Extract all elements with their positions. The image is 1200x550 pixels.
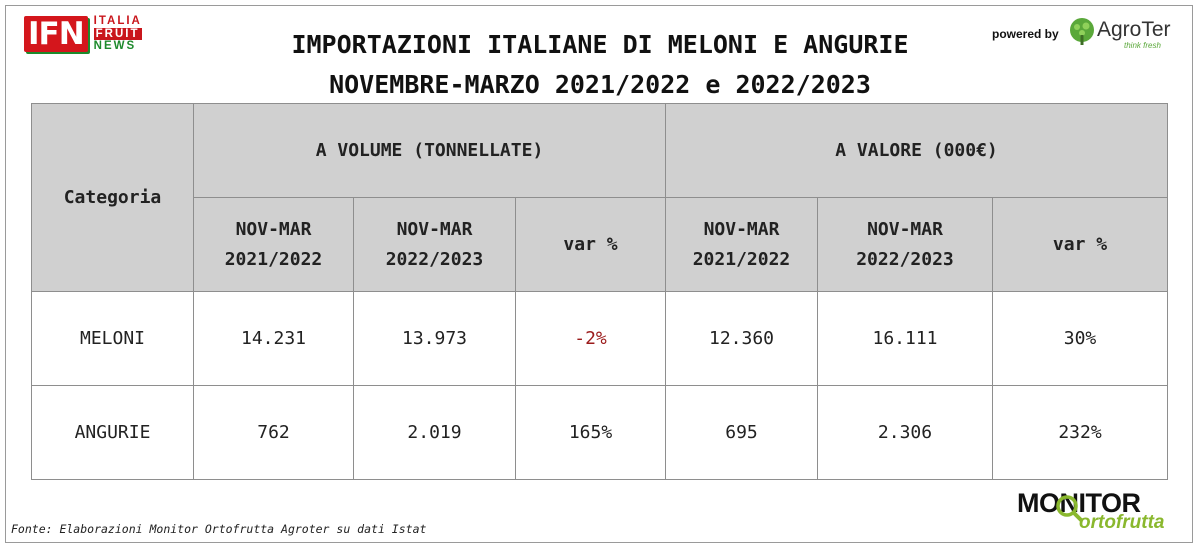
column-header: var % — [515, 197, 666, 292]
table-cell: 30% — [992, 291, 1168, 386]
table-cell: 232% — [992, 385, 1168, 480]
data-table: Categoria A VOLUME (TONNELLATE) A VALORE… — [31, 103, 1168, 480]
table-cell: 2.306 — [817, 385, 993, 480]
monitor-logo-top: MONITOR — [1017, 488, 1141, 518]
table-cell: 762 — [193, 385, 354, 480]
table-cell-negative: -2% — [515, 291, 666, 386]
table-row: MELONI 14.231 13.973 -2% 12.360 16.111 3… — [31, 291, 1168, 386]
table-cell: 13.973 — [353, 291, 516, 386]
agroter-name: AgroTer — [1097, 18, 1171, 41]
column-header: NOV-MAR 2022/2023 — [353, 197, 516, 292]
chart-title: IMPORTAZIONI ITALIANE DI MELONI E ANGURI… — [291, 30, 909, 59]
ifn-logo-words: ITALIA FRUIT NEWS — [93, 15, 142, 53]
column-header: NOV-MAR 2022/2023 — [817, 197, 993, 292]
powered-by-label: powered by — [992, 27, 1059, 41]
category-header: Categoria — [31, 103, 194, 292]
row-category: ANGURIE — [31, 385, 194, 480]
column-header: NOV-MAR 2021/2022 — [193, 197, 354, 292]
ifn-word-italia: ITALIA — [93, 15, 142, 28]
monitor-ortofrutta-logo: MONITOR ortofrutta — [1017, 488, 1169, 534]
column-header: NOV-MAR 2021/2022 — [665, 197, 818, 292]
table-cell: 165% — [515, 385, 666, 480]
ifn-logo: IFN ITALIA FRUIT NEWS — [24, 14, 142, 54]
page-frame — [5, 5, 1193, 543]
agroter-logo: AgroTer think fresh — [1068, 16, 1186, 50]
ifn-logo-mark: IFN — [24, 16, 88, 52]
table-cell: 2.019 — [353, 385, 516, 480]
source-note: Fonte: Elaborazioni Monitor Ortofrutta A… — [11, 522, 427, 536]
tree-icon — [1070, 18, 1094, 45]
group-header-volume: A VOLUME (TONNELLATE) — [193, 103, 666, 198]
ifn-word-fruit: FRUIT — [93, 27, 142, 40]
table-cell: 695 — [665, 385, 818, 480]
chart-subtitle: NOVEMBRE-MARZO 2021/2022 e 2022/2023 — [329, 70, 871, 99]
table-row: ANGURIE 762 2.019 165% 695 2.306 232% — [31, 385, 1168, 480]
ifn-word-news: NEWS — [93, 40, 137, 53]
row-category: MELONI — [31, 291, 194, 386]
table-cell: 16.111 — [817, 291, 993, 386]
table-cell: 14.231 — [193, 291, 354, 386]
table-cell: 12.360 — [665, 291, 818, 386]
column-header: var % — [992, 197, 1168, 292]
agroter-tagline: think fresh — [1124, 41, 1161, 50]
group-header-value: A VALORE (000€) — [665, 103, 1168, 198]
monitor-logo-bottom: ortofrutta — [1079, 512, 1165, 533]
magnifier-icon — [1056, 495, 1084, 523]
